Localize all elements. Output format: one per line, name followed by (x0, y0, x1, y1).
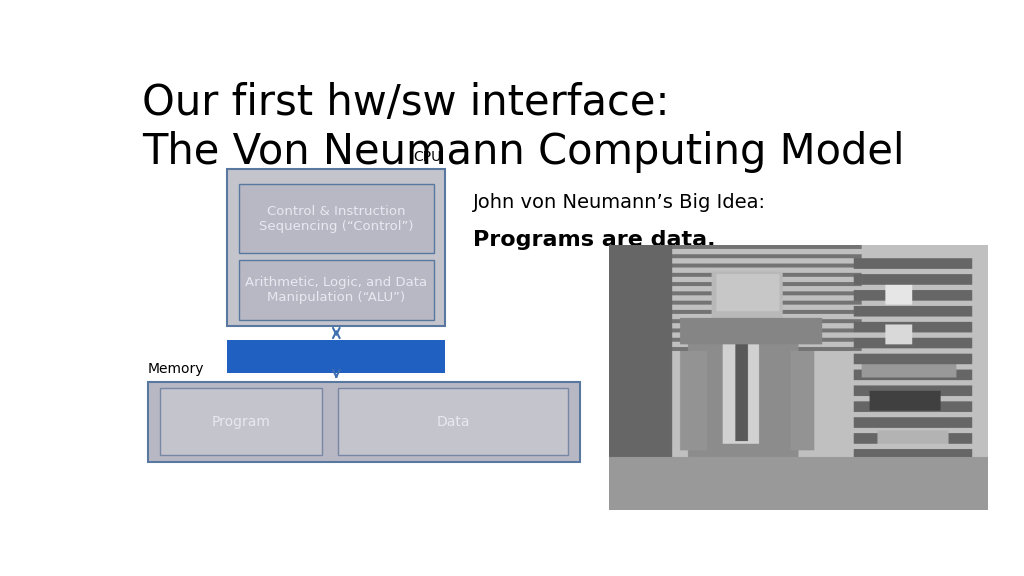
FancyBboxPatch shape (147, 382, 581, 461)
FancyBboxPatch shape (227, 340, 445, 373)
FancyBboxPatch shape (240, 184, 433, 253)
FancyBboxPatch shape (160, 388, 323, 455)
Text: John von Neumann’s Big Idea:: John von Neumann’s Big Idea: (473, 193, 766, 211)
Text: CPU: CPU (414, 150, 441, 164)
Text: Unified Bus: Unified Bus (289, 347, 384, 365)
Text: Control & Instruction
Sequencing (“Control”): Control & Instruction Sequencing (“Contr… (259, 205, 414, 233)
Text: Program: Program (212, 415, 270, 429)
Text: Data: Data (436, 415, 470, 429)
Text: Programs are data.: Programs are data. (473, 230, 716, 250)
FancyBboxPatch shape (227, 169, 445, 327)
Text: Memory: Memory (147, 362, 205, 376)
FancyBboxPatch shape (240, 260, 433, 320)
Text: Our first hw/sw interface:
The Von Neumann Computing Model: Our first hw/sw interface: The Von Neuma… (142, 82, 905, 173)
Text: Arithmetic, Logic, and Data
Manipulation (“ALU”): Arithmetic, Logic, and Data Manipulation… (246, 276, 427, 304)
FancyBboxPatch shape (338, 388, 568, 455)
